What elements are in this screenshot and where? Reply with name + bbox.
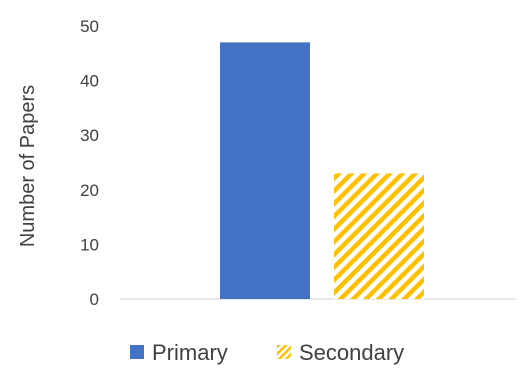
y-tick-label: 0	[90, 290, 99, 309]
y-tick-label: 20	[80, 181, 99, 200]
bars	[220, 42, 424, 299]
y-tick-label: 50	[80, 17, 99, 36]
y-axis-title: Number of Papers	[17, 85, 39, 247]
y-axis-ticks: 0 10 20 30 40 50	[80, 17, 99, 309]
legend-label-primary: Primary	[152, 340, 228, 365]
y-tick-label: 10	[80, 235, 99, 254]
legend-swatch-primary	[130, 345, 144, 359]
bar-primary	[220, 42, 310, 299]
bar-secondary	[334, 173, 424, 299]
y-tick-label: 40	[80, 72, 99, 91]
legend: Primary Secondary	[130, 340, 404, 365]
legend-swatch-secondary	[277, 345, 291, 359]
legend-label-secondary: Secondary	[299, 340, 404, 365]
y-tick-label: 30	[80, 126, 99, 145]
